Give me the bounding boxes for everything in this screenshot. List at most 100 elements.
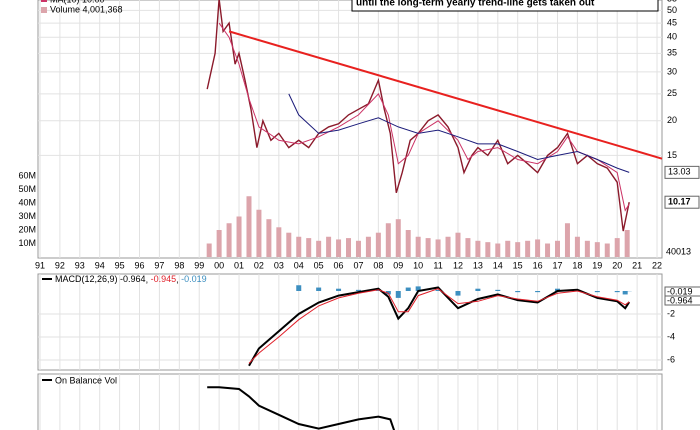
bar [564, 223, 570, 257]
x-tick-label: 14 [493, 260, 503, 270]
value-box [664, 295, 700, 306]
last-value-label: -0.019 [667, 286, 693, 296]
x-tick-label: 94 [95, 260, 105, 270]
legend-value: -0.964 [120, 274, 146, 284]
bar [535, 290, 541, 293]
last-value-label: -0.964 [667, 295, 693, 305]
bar [624, 230, 630, 257]
value-box [664, 195, 700, 209]
x-tick-label: 01 [234, 260, 244, 270]
x-tick-label: 96 [135, 260, 145, 270]
bar [555, 288, 561, 291]
bar [206, 243, 212, 257]
bar [584, 240, 590, 257]
bar [355, 240, 361, 257]
bar [256, 209, 262, 257]
x-tick-label: 08 [373, 260, 383, 270]
x-tick-label: 11 [433, 260, 442, 270]
bar [296, 236, 302, 257]
bar [286, 232, 292, 257]
x-tick-label: 15 [513, 260, 523, 270]
bar [395, 290, 401, 298]
last-value-label: 10.17 [668, 197, 691, 207]
x-tick-label: 93 [75, 260, 85, 270]
legend-label: On Balance Vol [55, 375, 117, 385]
bar [515, 242, 521, 257]
bar [594, 242, 600, 257]
y-tick-label: -2 [667, 308, 675, 318]
bar [405, 287, 411, 291]
x-tick-label: 02 [254, 260, 264, 270]
volume-tick-label: 10M [18, 238, 36, 248]
x-tick-label: 99 [194, 260, 204, 270]
bar [495, 243, 501, 257]
bar [455, 232, 461, 257]
bar [594, 290, 600, 293]
x-tick-label: 17 [552, 260, 562, 270]
legend-label: MACD(12,26,9) -0.964, -0.945, -0.019 [55, 274, 207, 284]
y-tick-label: 55 [667, 0, 677, 3]
y-tick-label: 50 [667, 5, 677, 15]
bar [365, 236, 371, 257]
bar [435, 289, 441, 291]
x-tick-label: 20 [612, 260, 622, 270]
bar [276, 227, 282, 257]
y-tick-label: 20 [667, 115, 677, 125]
bar [395, 219, 401, 257]
x-tick-label: 03 [274, 260, 284, 270]
legend-label: Volume 4,001,368 [50, 4, 123, 14]
bar [435, 239, 441, 257]
bar [336, 239, 342, 257]
x-tick-label: 05 [314, 260, 324, 270]
legend-label: MA(10) 10.00 [50, 0, 105, 4]
annotation-box [351, 0, 659, 12]
bar [296, 285, 302, 291]
x-tick-label: 13 [473, 260, 483, 270]
bar [545, 243, 551, 257]
bar [614, 238, 620, 257]
y-tick-label: 15 [667, 150, 677, 160]
legend-value: -0.019 [181, 274, 207, 284]
legend-swatch [41, 7, 47, 13]
legend-value: MACD(12,26,9) [55, 274, 118, 284]
series-line [248, 286, 631, 367]
bar [455, 290, 461, 296]
bar [465, 238, 471, 257]
bar [485, 242, 491, 257]
y-tick-label: -4 [667, 331, 675, 341]
x-tick-label: 19 [592, 260, 602, 270]
bar [385, 223, 391, 257]
x-tick-label: 22 [652, 260, 662, 270]
x-tick-label: 09 [393, 260, 403, 270]
x-tick-label: 21 [632, 260, 642, 270]
bar [375, 232, 381, 257]
x-tick-label: 18 [572, 260, 582, 270]
price-panel [37, 0, 663, 259]
bar [346, 238, 352, 257]
volume-tick-label: 30M [18, 211, 36, 221]
bar [535, 239, 541, 257]
bar [405, 230, 411, 257]
series-line [218, 22, 630, 212]
x-tick-label: 91 [35, 260, 45, 270]
bar [425, 238, 431, 257]
volume-tick-label: 50M [18, 184, 36, 194]
x-tick-label: 16 [533, 260, 543, 270]
bar [495, 289, 501, 291]
bar [525, 240, 531, 257]
legend-value: -0.945 [151, 274, 177, 284]
x-tick-label: 00 [214, 260, 224, 270]
y-tick-label: -6 [667, 354, 675, 364]
bar [445, 236, 451, 257]
series-line [248, 288, 630, 364]
volume-tick-label: 40M [18, 197, 36, 207]
volume-tick-label: 20M [18, 224, 36, 234]
bar [355, 289, 361, 291]
bar [306, 238, 312, 257]
x-tick-label: 04 [294, 260, 304, 270]
legend-swatch [41, 0, 47, 2]
volume-tick-label: 60M [18, 170, 36, 180]
bar [226, 223, 232, 257]
bar [326, 236, 332, 257]
x-tick-label: 95 [115, 260, 125, 270]
